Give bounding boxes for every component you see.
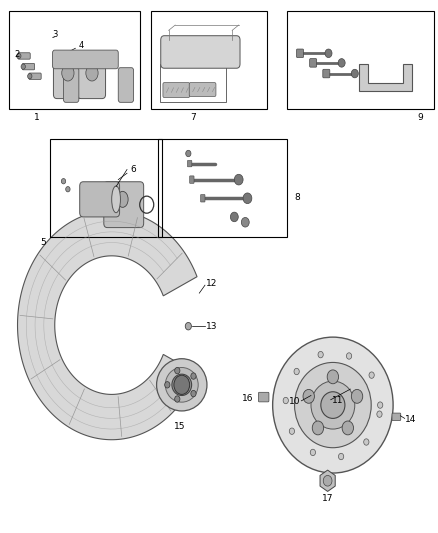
Circle shape [283, 397, 288, 403]
Text: 7: 7 [190, 113, 196, 122]
Circle shape [175, 367, 180, 374]
Circle shape [294, 368, 299, 375]
FancyBboxPatch shape [22, 63, 35, 70]
Text: 5: 5 [40, 238, 46, 247]
Circle shape [351, 390, 363, 403]
FancyBboxPatch shape [189, 83, 216, 96]
Circle shape [351, 69, 358, 78]
Ellipse shape [321, 392, 345, 418]
FancyBboxPatch shape [161, 36, 240, 68]
Bar [287, 11, 434, 109]
Circle shape [185, 322, 191, 330]
Bar [158, 139, 287, 237]
FancyBboxPatch shape [80, 182, 120, 217]
Bar [151, 11, 267, 109]
Bar [50, 139, 162, 237]
Polygon shape [18, 211, 197, 440]
Text: 6: 6 [131, 165, 137, 174]
Bar [9, 11, 140, 109]
Text: 11: 11 [332, 397, 343, 405]
Circle shape [339, 454, 344, 460]
Text: 8: 8 [294, 193, 300, 201]
Circle shape [312, 421, 324, 435]
Ellipse shape [156, 359, 207, 411]
Circle shape [327, 370, 339, 384]
Circle shape [325, 49, 332, 58]
Text: 17: 17 [322, 494, 333, 503]
FancyBboxPatch shape [297, 49, 304, 58]
Text: 4: 4 [78, 41, 84, 50]
Circle shape [369, 372, 374, 378]
FancyBboxPatch shape [201, 195, 205, 202]
Circle shape [28, 74, 32, 79]
Circle shape [378, 402, 383, 408]
Circle shape [318, 351, 323, 358]
FancyBboxPatch shape [187, 160, 192, 167]
FancyBboxPatch shape [78, 61, 106, 99]
Ellipse shape [117, 191, 128, 207]
Circle shape [323, 475, 332, 486]
Polygon shape [359, 64, 412, 91]
Circle shape [175, 396, 180, 402]
Ellipse shape [311, 381, 355, 429]
Circle shape [234, 174, 243, 185]
Ellipse shape [86, 65, 98, 81]
FancyBboxPatch shape [53, 50, 118, 69]
FancyBboxPatch shape [258, 392, 269, 402]
Circle shape [21, 64, 25, 69]
Ellipse shape [112, 186, 120, 213]
Circle shape [310, 449, 315, 456]
Text: 12: 12 [206, 279, 217, 288]
Circle shape [338, 59, 345, 67]
FancyBboxPatch shape [323, 69, 330, 78]
Text: 16: 16 [242, 394, 253, 403]
Circle shape [61, 179, 66, 184]
Circle shape [186, 150, 191, 157]
Circle shape [303, 390, 314, 403]
Circle shape [191, 373, 196, 379]
Text: 2: 2 [14, 51, 19, 59]
FancyBboxPatch shape [310, 59, 317, 67]
Circle shape [241, 217, 249, 227]
Circle shape [165, 382, 170, 388]
FancyBboxPatch shape [64, 68, 79, 102]
Circle shape [346, 353, 352, 359]
Circle shape [289, 428, 294, 434]
Circle shape [174, 375, 190, 394]
Text: 9: 9 [417, 113, 424, 122]
FancyBboxPatch shape [18, 53, 30, 59]
Circle shape [377, 411, 382, 417]
Circle shape [364, 439, 369, 445]
Circle shape [243, 193, 252, 204]
FancyBboxPatch shape [53, 61, 81, 99]
FancyBboxPatch shape [190, 176, 194, 183]
Circle shape [230, 212, 238, 222]
Circle shape [66, 187, 70, 192]
FancyBboxPatch shape [118, 68, 134, 102]
Circle shape [342, 421, 353, 435]
Ellipse shape [172, 374, 191, 395]
FancyBboxPatch shape [104, 182, 144, 228]
Circle shape [17, 53, 21, 59]
Ellipse shape [62, 65, 74, 81]
Ellipse shape [165, 368, 198, 402]
Text: 3: 3 [52, 30, 57, 38]
FancyBboxPatch shape [29, 73, 41, 79]
Ellipse shape [272, 337, 393, 473]
FancyBboxPatch shape [392, 413, 401, 421]
Text: 15: 15 [174, 422, 185, 431]
Ellipse shape [294, 362, 371, 448]
Text: 14: 14 [405, 415, 417, 424]
Bar [160, 64, 226, 102]
Text: 13: 13 [206, 322, 217, 330]
Text: 1: 1 [34, 113, 40, 122]
Text: 10: 10 [289, 398, 300, 406]
FancyBboxPatch shape [163, 83, 190, 98]
Circle shape [191, 390, 196, 397]
